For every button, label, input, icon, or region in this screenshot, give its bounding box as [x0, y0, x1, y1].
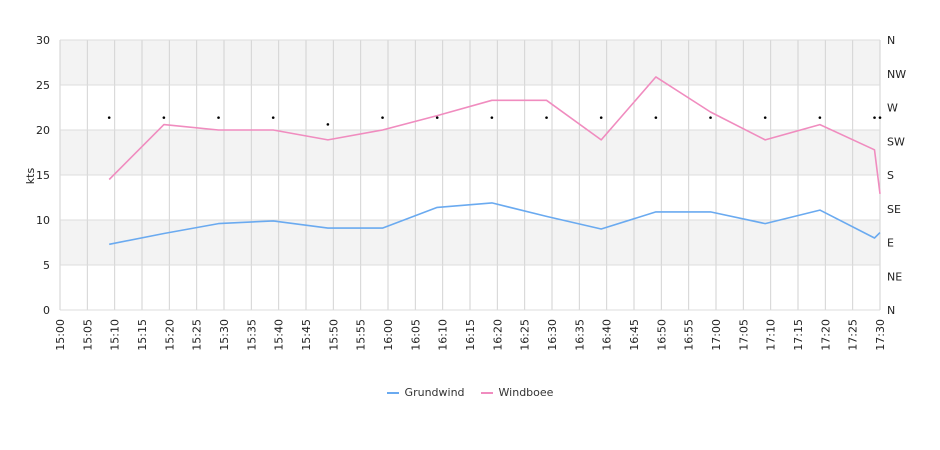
x-tick-label: 15:45	[300, 319, 313, 351]
direction-point	[873, 116, 876, 119]
x-tick-label: 16:40	[601, 319, 614, 351]
left-y-axis: 0 5 10 15 20 25 30	[36, 34, 50, 317]
direction-point	[599, 116, 603, 119]
x-tick-label: 16:30	[546, 319, 559, 351]
series-lines	[108, 76, 881, 246]
x-tick-label: 16:15	[464, 319, 477, 351]
y-tick-label: 5	[43, 259, 50, 272]
legend: Grundwind Windboee	[0, 386, 940, 399]
direction-point	[654, 116, 658, 119]
x-tick-label: 16:25	[519, 319, 532, 351]
y-tick-label: 15	[36, 169, 50, 182]
x-tick-label: 16:20	[491, 319, 504, 351]
x-tick-label: 17:00	[710, 319, 723, 351]
direction-point	[107, 116, 111, 119]
direction-point	[490, 116, 494, 119]
legend-swatch	[386, 391, 399, 394]
legend-swatch	[480, 391, 493, 394]
direction-points	[107, 116, 882, 126]
horizontal-gridlines	[60, 39, 880, 311]
y-tick-label: 20	[36, 124, 50, 137]
x-tick-label: 17:15	[792, 319, 805, 351]
direction-tick-label: SW	[887, 135, 905, 148]
x-tick-label: 15:05	[81, 319, 94, 351]
legend-label: Windboee	[498, 386, 554, 399]
direction-tick-label: E	[887, 237, 894, 250]
x-tick-label: 16:05	[409, 319, 422, 351]
direction-point	[709, 116, 712, 119]
series-line-windboee	[108, 76, 881, 194]
x-tick-label: 15:35	[245, 319, 258, 351]
x-tick-label: 16:50	[655, 319, 668, 351]
direction-tick-label: W	[887, 102, 898, 115]
y-axis-label: kts	[24, 168, 37, 185]
legend-item[interactable]: Grundwind	[386, 386, 465, 399]
direction-tick-label: NE	[887, 270, 902, 283]
direction-point	[545, 116, 548, 119]
x-tick-label: 15:20	[163, 319, 176, 351]
legend-label: Grundwind	[404, 386, 465, 399]
x-tick-label: 15:40	[273, 319, 286, 351]
x-tick-label: 16:55	[683, 319, 696, 351]
direction-point	[435, 116, 439, 119]
y-tick-label: 0	[43, 304, 50, 317]
x-tick-label: 15:25	[191, 319, 204, 351]
x-tick-label: 16:10	[437, 319, 450, 351]
x-tick-label: 15:15	[136, 319, 149, 351]
x-tick-label: 15:30	[218, 319, 231, 351]
x-tick-label: 16:35	[573, 319, 586, 351]
x-tick-label: 17:20	[819, 319, 832, 351]
direction-point	[271, 116, 275, 119]
direction-tick-label: S	[887, 169, 894, 182]
x-tick-label: 17:25	[847, 319, 860, 351]
x-tick-label: 17:05	[737, 319, 750, 351]
x-tick-label: 17:10	[765, 319, 778, 351]
legend-item[interactable]: Windboee	[480, 386, 554, 399]
direction-point	[878, 116, 882, 119]
x-axis: 15:00 15:05 15:10 15:15 15:20 15:25 15:30 15:35…	[54, 319, 887, 351]
x-tick-label: 16:00	[382, 319, 395, 351]
x-tick-label: 15:50	[327, 319, 340, 351]
direction-point	[818, 116, 822, 119]
x-tick-label: 16:45	[628, 319, 641, 351]
direction-point	[217, 116, 220, 119]
x-tick-label: 15:00	[54, 319, 67, 351]
direction-point	[381, 116, 384, 119]
x-tick-label: 17:30	[874, 319, 887, 351]
direction-tick-label: SE	[887, 203, 901, 216]
y-tick-label: 25	[36, 79, 50, 92]
direction-point	[326, 123, 330, 126]
direction-tick-label: N	[887, 304, 895, 317]
x-tick-label: 15:55	[355, 319, 368, 351]
direction-point	[162, 116, 166, 119]
series-line-grundwind	[109, 202, 881, 246]
y-tick-label: 10	[36, 214, 50, 227]
y-tick-label: 30	[36, 34, 50, 47]
right-y-axis: N NE E SE S SW W NW N	[887, 34, 906, 317]
x-tick-label: 15:10	[109, 319, 122, 351]
direction-tick-label: NW	[887, 68, 906, 81]
direction-point	[763, 116, 767, 119]
direction-tick-label: N	[887, 34, 895, 47]
